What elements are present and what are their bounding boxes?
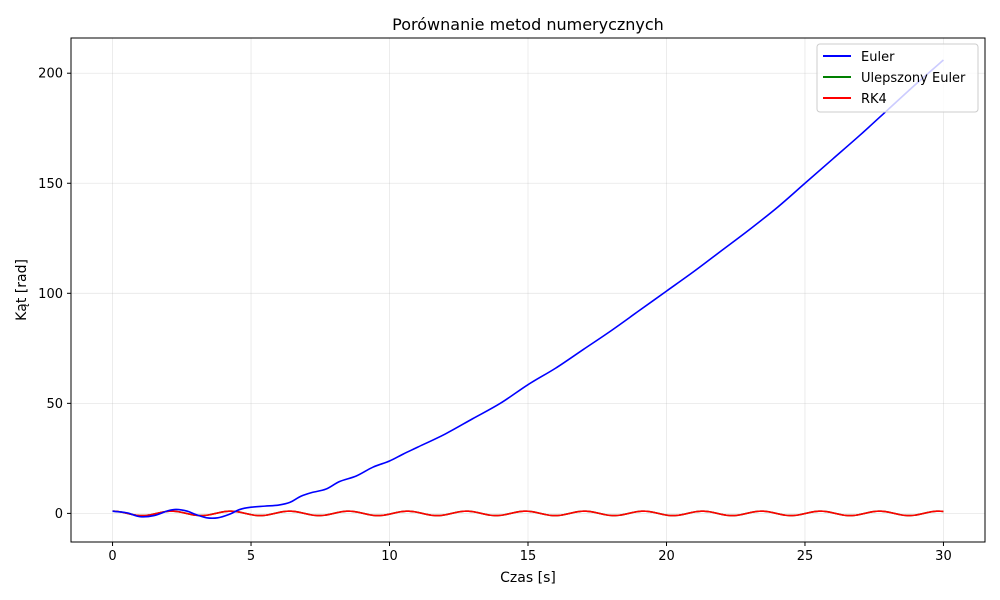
x-tick-label: 0 xyxy=(108,549,116,564)
x-tick-label: 20 xyxy=(658,549,675,564)
legend-label-euler: Euler xyxy=(861,50,895,65)
y-axis-label: Kąt [rad] xyxy=(14,259,30,321)
x-tick-label: 15 xyxy=(520,549,537,564)
series-layer xyxy=(112,59,944,520)
y-tick-label: 200 xyxy=(38,67,63,82)
x-tick-label: 10 xyxy=(381,549,398,564)
legend-label-ulepszony-euler: Ulepszony Euler xyxy=(861,71,966,86)
grid xyxy=(71,38,985,542)
x-tick-label: 5 xyxy=(247,549,255,564)
chart-title: Porównanie metod numerycznych xyxy=(392,15,664,34)
x-tick-label: 25 xyxy=(797,549,814,564)
legend-box xyxy=(816,43,979,113)
series-line-euler xyxy=(112,59,944,520)
y-tick-label: 100 xyxy=(38,287,63,302)
legend: Euler Ulepszony Euler RK4 xyxy=(816,43,979,113)
y-tick-label: 50 xyxy=(46,397,63,412)
x-axis-ticks: 0 5 10 15 20 25 30 xyxy=(108,542,952,564)
plot-area xyxy=(71,38,985,542)
y-axis-ticks: 0 50 100 150 200 xyxy=(38,67,71,522)
legend-label-rk4: RK4 xyxy=(861,92,887,107)
series-line-rk4 xyxy=(112,510,944,517)
x-axis-label: Czas [s] xyxy=(500,570,556,586)
y-tick-label: 0 xyxy=(55,507,63,522)
x-tick-label: 30 xyxy=(935,549,952,564)
y-tick-label: 150 xyxy=(38,177,63,192)
